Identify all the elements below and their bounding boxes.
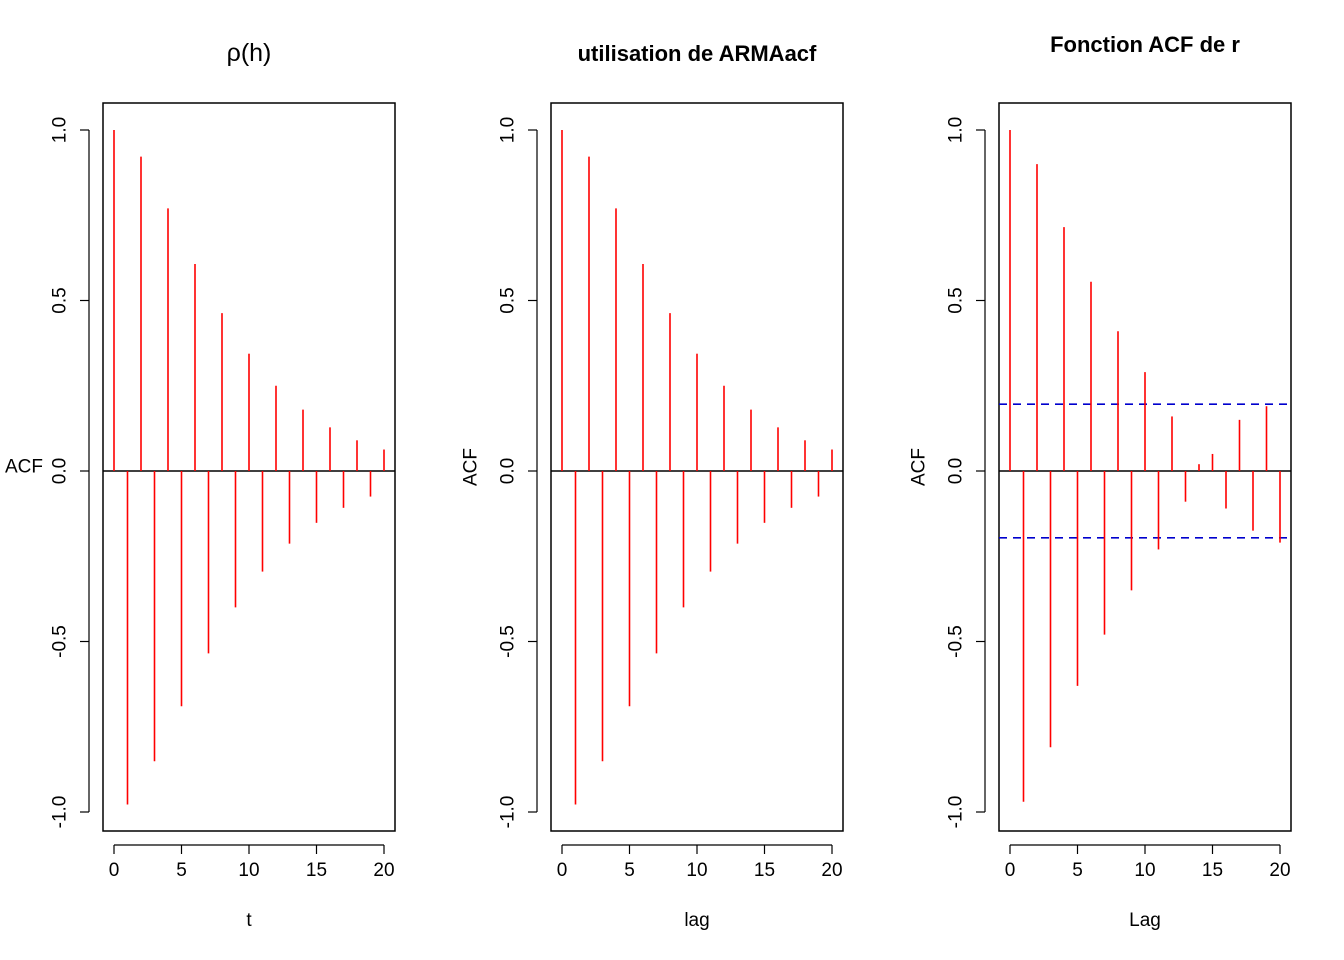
x-tick-label: 5 — [1072, 860, 1083, 881]
panel-title: ρ(h) — [227, 39, 272, 67]
x-tick-label: 10 — [686, 860, 707, 881]
y-tick-label: 1.0 — [498, 117, 519, 143]
panel-title: Fonction ACF de r — [1050, 32, 1240, 57]
x-tick-label: 15 — [306, 860, 327, 881]
x-tick-label: 0 — [1005, 860, 1016, 881]
plot-frame — [998, 102, 1292, 832]
x-tick-label: 5 — [176, 860, 187, 881]
y-tick-label: 0.5 — [498, 287, 519, 313]
acf-panel-2: utilisation de ARMAacf -1.0 -0.5 0.0 0.5 1.0 0… — [461, 41, 844, 931]
y-tick-label: 0.0 — [50, 458, 71, 484]
x-tick-label: 10 — [1134, 860, 1155, 881]
x-tick-label: 20 — [1269, 860, 1290, 881]
y-tick-label: 0.0 — [498, 458, 519, 484]
x-axis-label: lag — [684, 910, 709, 931]
x-tick-label: 0 — [557, 860, 568, 881]
y-tick-label: -1.0 — [50, 796, 71, 829]
x-tick-label: 15 — [754, 860, 775, 881]
y-tick-label: 0.5 — [946, 287, 967, 313]
x-tick-label: 10 — [238, 860, 259, 881]
acf-panel-1: ρ(h) -1.0 -0.5 0.0 0.5 1.0 0 5 10 15 20 t ACF — [5, 39, 396, 931]
plot-frame — [550, 102, 844, 832]
y-tick-label: -0.5 — [946, 625, 967, 658]
x-tick-label: 5 — [624, 860, 635, 881]
x-tick-label: 20 — [373, 860, 394, 881]
y-tick-label: -1.0 — [498, 796, 519, 829]
x-axis-label: Lag — [1129, 910, 1161, 931]
y-axis-label: ACF — [909, 448, 930, 486]
y-axis-label: ACF — [461, 448, 482, 486]
x-tick-label: 20 — [821, 860, 842, 881]
x-tick-label: 15 — [1202, 860, 1223, 881]
x-tick-label: 0 — [109, 860, 120, 881]
acf-panel-3: Fonction ACF de r -1.0 -0.5 0.0 0.5 1.0 0 5 10 15… — [909, 32, 1292, 931]
y-tick-label: 1.0 — [946, 117, 967, 143]
y-tick-label: 1.0 — [50, 117, 71, 143]
y-tick-label: -1.0 — [946, 796, 967, 829]
y-tick-label: -0.5 — [50, 625, 71, 658]
y-tick-label: 0.5 — [50, 287, 71, 313]
y-tick-label: -0.5 — [498, 625, 519, 658]
panel-title: utilisation de ARMAacf — [578, 41, 817, 66]
y-axis-label: ACF — [5, 457, 43, 478]
x-axis-label: t — [246, 910, 252, 931]
y-tick-label: 0.0 — [946, 458, 967, 484]
plot-frame — [102, 102, 396, 832]
